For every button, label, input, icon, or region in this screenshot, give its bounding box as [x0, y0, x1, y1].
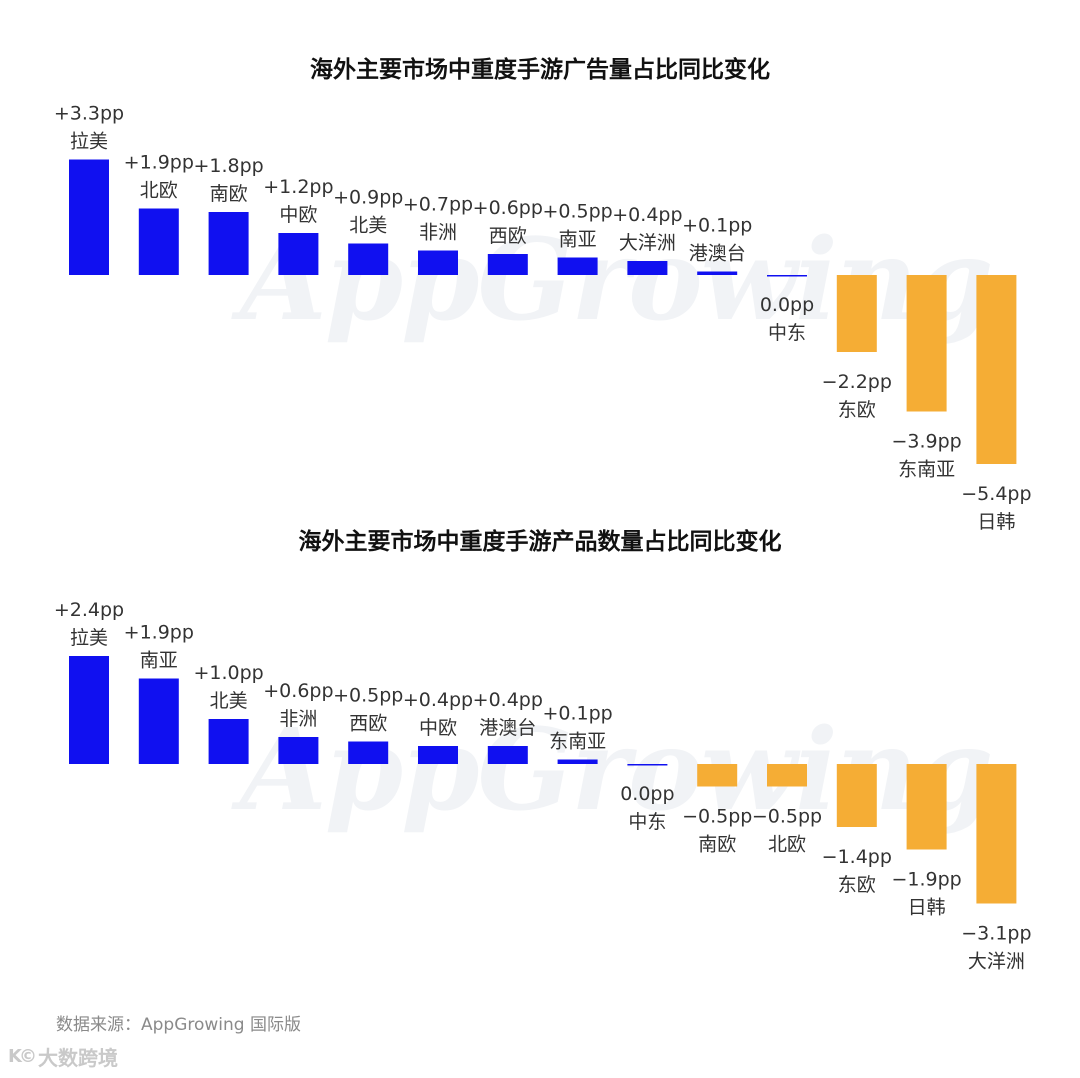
category-label: 东欧 [838, 399, 876, 421]
value-label: −0.5pp [682, 806, 752, 828]
category-label: 北美 [349, 215, 387, 237]
category-label: 南亚 [140, 650, 178, 672]
value-label: +1.0pp [193, 662, 263, 684]
bar [627, 261, 668, 275]
value-label: 0.0pp [620, 783, 674, 805]
bar [697, 764, 738, 787]
value-label: +0.4pp [403, 689, 473, 711]
bar [278, 233, 319, 275]
value-label: +1.2pp [263, 176, 333, 198]
value-label: −3.1pp [961, 923, 1031, 945]
bar [836, 764, 877, 827]
bar [836, 275, 877, 352]
bar [208, 719, 249, 764]
value-label: +1.9pp [124, 152, 194, 174]
bar [976, 275, 1017, 464]
bar [348, 243, 389, 275]
category-label: 西欧 [349, 713, 387, 735]
category-label: 中欧 [279, 204, 317, 226]
category-label: 东南亚 [898, 459, 955, 481]
data-source-note: 数据来源：AppGrowing 国际版 [56, 1015, 301, 1035]
category-label: 非洲 [279, 708, 317, 730]
bar [557, 257, 598, 275]
value-label: +0.4pp [473, 689, 543, 711]
category-label: 港澳台 [479, 717, 536, 739]
bar [348, 741, 389, 764]
category-label: 拉美 [70, 131, 108, 153]
category-label: 大洋洲 [619, 232, 676, 254]
value-label: −0.5pp [752, 806, 822, 828]
product-count-chart: +2.4pp 拉美 +1.9pp 南亚 +1.0pp 北美 +0.6pp 非洲 +0.5pp 西欧… [54, 599, 1032, 973]
category-label: 南欧 [698, 834, 736, 856]
bar [487, 254, 528, 275]
bar [138, 678, 179, 764]
value-label: +0.6pp [473, 197, 543, 219]
category-label: 北美 [210, 690, 248, 712]
chart-title-ad-volume: 海外主要市场中重度手游广告量占比同比变化 [310, 57, 770, 83]
brand-logo-icon: K© [8, 1046, 37, 1067]
value-label: +0.9pp [333, 187, 403, 209]
value-label: 0.0pp [760, 294, 814, 316]
bar [557, 759, 598, 764]
bar [69, 656, 109, 764]
bar [208, 212, 249, 275]
bar [697, 271, 738, 275]
category-label: 非洲 [419, 222, 457, 244]
category-label: 中欧 [419, 717, 457, 739]
category-label: 北欧 [140, 180, 178, 202]
value-label: +0.5pp [542, 201, 612, 223]
bar [906, 275, 947, 412]
bar [906, 764, 947, 850]
value-label: +0.6pp [263, 680, 333, 702]
bar [627, 764, 668, 766]
category-label: 大洋洲 [968, 951, 1025, 973]
category-label: 东欧 [838, 874, 876, 896]
category-label: 北欧 [768, 834, 806, 856]
value-label: +1.9pp [124, 622, 194, 644]
bar [138, 208, 179, 275]
category-label: 日韩 [908, 897, 946, 919]
value-label: +0.5pp [333, 685, 403, 707]
value-label: −2.2pp [822, 371, 892, 393]
brand-name: 大数跨境 [37, 1046, 118, 1070]
value-label: −3.9pp [891, 431, 961, 453]
bar [278, 737, 319, 764]
category-label: 港澳台 [689, 243, 746, 265]
category-label: 南亚 [559, 229, 597, 251]
category-label: 拉美 [70, 627, 108, 649]
category-label: 日韩 [977, 511, 1015, 533]
category-label: 南欧 [210, 183, 248, 205]
category-label: 中东 [768, 322, 806, 344]
value-label: +0.4pp [612, 204, 682, 226]
ad-volume-chart: +3.3pp 拉美 +1.9pp 北欧 +1.8pp 南欧 +1.2pp 中欧 +0.9pp 北美… [54, 103, 1032, 534]
value-label: +3.3pp [54, 103, 124, 125]
category-label: 中东 [628, 811, 666, 833]
value-label: −1.4pp [822, 846, 892, 868]
brand-watermark: K© 大数跨境 [8, 1042, 118, 1071]
value-label: +1.8pp [193, 155, 263, 177]
value-label: +2.4pp [54, 599, 124, 621]
value-label: +0.7pp [403, 194, 473, 216]
bar [418, 250, 458, 275]
bar [767, 764, 807, 787]
chart-title-product-count: 海外主要市场中重度手游产品数量占比同比变化 [298, 529, 782, 555]
bar [767, 275, 807, 277]
bar [976, 764, 1017, 904]
value-label: −5.4pp [961, 483, 1031, 505]
value-label: −1.9pp [891, 869, 961, 891]
bar [418, 746, 458, 764]
category-label: 东南亚 [549, 731, 606, 753]
value-label: +0.1pp [682, 215, 752, 237]
bar [69, 159, 109, 275]
bar [487, 746, 528, 764]
value-label: +0.1pp [542, 703, 612, 725]
category-label: 西欧 [489, 225, 527, 247]
